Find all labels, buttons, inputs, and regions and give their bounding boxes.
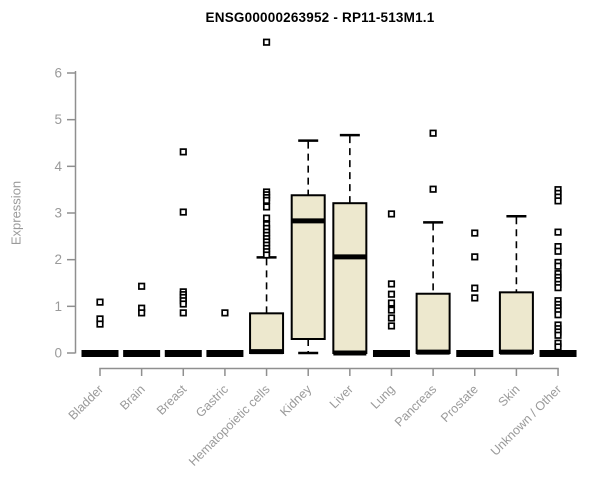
outlier-point (471, 284, 479, 292)
collapsed-box (81, 350, 119, 357)
outlier-point (554, 284, 562, 292)
x-category-label-unknown-other: Unknown / Other (488, 382, 564, 458)
outlier-point (471, 253, 479, 261)
chart-title: ENSG00000263952 - RP11-513M1.1 (205, 10, 435, 25)
x-category-label-skin: Skin (495, 382, 522, 409)
y-tick-label: 0 (54, 346, 62, 361)
box-rect (415, 292, 451, 354)
outlier-point (554, 331, 562, 339)
x-category-label-pancreas: Pancreas (392, 382, 439, 429)
outlier-point (387, 299, 396, 307)
outlier-point (179, 208, 187, 216)
outlier-point (554, 197, 562, 205)
boxplot-lung (372, 210, 410, 357)
boxplot-hematopoietic-cells (249, 38, 285, 355)
collapsed-box (456, 350, 494, 357)
outlier-point (554, 228, 562, 236)
boxplot-liver (332, 133, 368, 356)
x-category-label-liver: Liver (327, 382, 356, 411)
y-tick-label: 4 (54, 159, 62, 174)
collapsed-box (164, 350, 202, 357)
outlier-point (96, 298, 104, 306)
box-rect (498, 291, 534, 354)
y-tick-label: 6 (54, 65, 62, 80)
x-category-label-gastric: Gastric (193, 382, 231, 420)
boxplot-brain (123, 282, 161, 357)
x-category-label-breast: Breast (154, 382, 190, 418)
outlier-point (96, 320, 104, 328)
outlier-point (262, 38, 271, 46)
outlier-point (179, 309, 187, 317)
outlier-point (554, 262, 562, 270)
outlier-point (262, 196, 271, 204)
outlier-point (554, 247, 562, 255)
outlier-point (179, 300, 187, 308)
boxplot-bladder (81, 298, 119, 357)
outlier-point (221, 309, 229, 317)
box-rect (332, 202, 368, 354)
outlier-point (387, 210, 396, 218)
x-category-label-prostate: Prostate (438, 382, 481, 425)
x-category-label-hematopoietic-cells: Hematopoietic cells (186, 382, 273, 469)
y-tick-label: 1 (54, 299, 62, 314)
outlier-point (554, 311, 562, 319)
x-category-label-brain: Brain (117, 382, 148, 413)
boxplot-skin (498, 215, 534, 355)
outlier-point (554, 343, 562, 351)
outlier-point (138, 309, 146, 317)
y-tick-label: 2 (54, 252, 62, 267)
boxplot-gastric (206, 309, 244, 357)
outlier-point (387, 306, 396, 314)
boxplot-breast (164, 148, 202, 357)
boxplot-unknown-other (539, 186, 577, 357)
outlier-point (471, 294, 479, 302)
outlier-point (387, 314, 396, 322)
boxplot-pancreas (415, 129, 451, 355)
outlier-point (471, 229, 479, 237)
y-tick-label: 3 (54, 205, 62, 220)
boxplot-kidney (290, 139, 326, 355)
outlier-point (262, 251, 271, 259)
outlier-point (179, 148, 187, 156)
x-category-label-bladder: Bladder (66, 382, 106, 422)
y-tick-label: 5 (54, 112, 62, 127)
outlier-point (429, 185, 437, 193)
outlier-point (387, 322, 396, 330)
collapsed-box (123, 350, 161, 357)
outlier-point (138, 282, 146, 290)
collapsed-box (372, 350, 410, 357)
outlier-point (262, 203, 271, 211)
box-rect (290, 194, 326, 340)
outlier-point (387, 290, 396, 298)
x-category-label-lung: Lung (368, 382, 398, 412)
collapsed-box (206, 350, 244, 357)
boxplot-prostate (456, 229, 494, 357)
outlier-point (429, 129, 437, 137)
box-rect (249, 312, 285, 354)
collapsed-box (539, 350, 577, 357)
outlier-point (387, 280, 396, 288)
x-category-label-kidney: Kidney (277, 382, 314, 419)
outlier-point (262, 214, 271, 222)
